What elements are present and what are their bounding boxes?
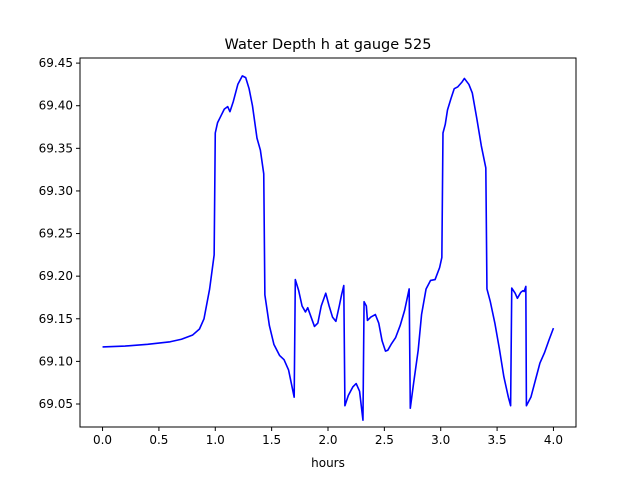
y-tick-label: 69.10 xyxy=(39,354,73,368)
chart-title: Water Depth h at gauge 525 xyxy=(225,37,432,53)
x-tick-label: 3.5 xyxy=(488,433,507,447)
x-tick-label: 4.0 xyxy=(544,433,563,447)
y-tick-label: 69.40 xyxy=(39,99,73,113)
x-axis-label: hours xyxy=(311,456,345,470)
y-tick-label: 69.15 xyxy=(39,312,73,326)
y-tick-label: 69.05 xyxy=(39,397,73,411)
x-tick-label: 2.0 xyxy=(318,433,337,447)
x-tick-label: 0.0 xyxy=(93,433,112,447)
y-tick-label: 69.20 xyxy=(39,269,73,283)
x-tick-label: 1.5 xyxy=(262,433,281,447)
series-line-0 xyxy=(102,75,555,421)
y-tick-label: 69.30 xyxy=(39,184,73,198)
y-axis: 69.05 69.10 69.15 69.20 69.25 69.30 69.35 69.40… xyxy=(39,56,80,411)
x-tick-label: 2.5 xyxy=(375,433,394,447)
y-tick-label: 69.45 xyxy=(39,56,73,70)
x-tick-label: 1.0 xyxy=(206,433,225,447)
y-tick-label: 69.25 xyxy=(39,227,73,241)
series-layer xyxy=(102,75,555,421)
x-tick-label: 3.0 xyxy=(431,433,450,447)
x-axis: 0.0 0.5 1.0 1.5 2.0 2.5 3.0 3.5 4.0 xyxy=(93,427,563,447)
x-tick-label: 0.5 xyxy=(149,433,168,447)
y-tick-label: 69.35 xyxy=(39,141,73,155)
